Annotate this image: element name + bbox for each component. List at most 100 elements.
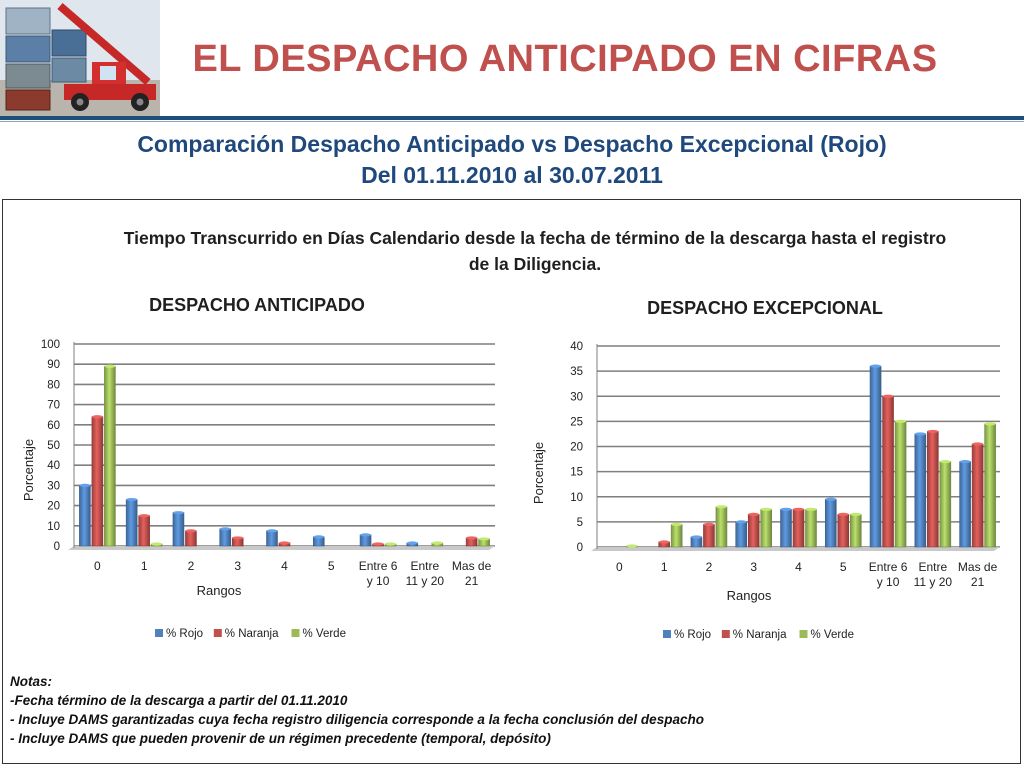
- bar-top-verde: [805, 507, 817, 511]
- bar-top-naranja: [91, 415, 103, 419]
- y-tick-label: 90: [47, 359, 60, 371]
- x-tick-label: 21: [971, 575, 985, 589]
- chart-floor: [68, 546, 495, 550]
- container-crane-icon: [0, 0, 160, 118]
- bar-rojo: [824, 498, 837, 548]
- subtitle-line-2: Del 01.11.2010 al 30.07.2011: [361, 162, 663, 188]
- x-tick-label: 4: [281, 559, 288, 573]
- y-tick-label: 10: [570, 492, 583, 504]
- x-tick-label: Entre: [918, 560, 947, 574]
- y-tick-label: 30: [47, 480, 60, 492]
- bar-top-rojo: [172, 511, 184, 515]
- x-tick-label: 21: [465, 574, 479, 588]
- bar-top-naranja: [837, 512, 849, 516]
- chart-floor: [591, 547, 1000, 551]
- legend-label-naranja: % Naranja: [733, 629, 787, 641]
- title-divider: [0, 116, 1024, 120]
- bar-verde: [939, 461, 952, 548]
- y-tick-label: 0: [54, 541, 60, 553]
- bar-top-verde: [984, 422, 996, 426]
- x-axis-title: Rangos: [727, 588, 772, 603]
- legend-label-naranja: % Naranja: [225, 628, 279, 640]
- x-tick-label: 3: [234, 559, 241, 573]
- x-tick-label: 0: [616, 560, 623, 574]
- bar-top-rojo: [914, 432, 926, 436]
- note-line-3: - Incluye DAMS que pueden provenir de un…: [10, 731, 551, 746]
- bar-verde: [760, 509, 773, 548]
- x-axis-title: Rangos: [197, 583, 242, 598]
- x-tick-label: 5: [328, 559, 335, 573]
- bar-top-verde: [104, 364, 116, 368]
- bar-naranja: [971, 443, 984, 548]
- y-tick-label: 80: [47, 379, 60, 391]
- bar-top-rojo: [780, 507, 792, 511]
- page-subtitle: Comparación Despacho Anticipado vs Despa…: [0, 129, 1024, 191]
- bar-top-verde: [626, 544, 638, 548]
- bar-rojo: [735, 521, 748, 548]
- x-tick-label: 0: [94, 559, 101, 573]
- x-tick-label: 3: [750, 560, 757, 574]
- bar-naranja: [703, 524, 715, 548]
- y-tick-label: 35: [570, 366, 583, 378]
- bar-top-rojo: [313, 535, 325, 539]
- bar-top-naranja: [138, 514, 150, 518]
- legend-swatch-naranja: [721, 630, 730, 638]
- chart-panel: [2, 199, 1021, 764]
- bar-top-verde: [895, 419, 907, 423]
- notes-heading: Notas:: [10, 674, 53, 689]
- x-tick-label: 11 y 20: [406, 574, 445, 588]
- x-tick-label: Mas de: [452, 559, 492, 573]
- y-tick-label: 40: [47, 460, 60, 472]
- bar-top-rojo: [360, 533, 372, 537]
- bar-top-naranja: [658, 540, 670, 544]
- note-line-2: - Incluye DAMS garantizadas cuya fecha r…: [10, 712, 704, 727]
- y-tick-label: 15: [570, 467, 583, 479]
- legend-swatch-naranja: [213, 629, 222, 637]
- bar-top-verde: [431, 541, 443, 545]
- bar-top-rojo: [735, 520, 747, 524]
- notes-section: Notas: -Fecha término de la descarga a p…: [10, 672, 1010, 748]
- y-tick-label: 20: [47, 501, 60, 513]
- title-divider-thin: [0, 121, 1024, 122]
- bar-verde: [715, 506, 728, 548]
- y-tick-label: 50: [47, 440, 60, 452]
- legend-label-rojo: % Rojo: [166, 628, 203, 640]
- bar-top-naranja: [279, 541, 290, 545]
- x-tick-label: 1: [661, 560, 668, 574]
- bar-top-verde: [715, 505, 727, 509]
- bar-top-verde: [671, 522, 683, 526]
- y-tick-label: 100: [41, 339, 60, 351]
- page-title: EL DESPACHO ANTICIPADO EN CIFRAS: [192, 38, 938, 80]
- y-tick-label: 70: [47, 400, 60, 412]
- x-tick-label: 1: [141, 559, 148, 573]
- bar-naranja: [747, 514, 760, 548]
- chart-title: DESPACHO EXCEPCIONAL: [647, 298, 883, 318]
- bar-rojo: [959, 461, 971, 548]
- bar-rojo: [914, 433, 927, 548]
- x-tick-label: 4: [795, 560, 802, 574]
- y-tick-label: 0: [577, 542, 583, 554]
- y-tick-label: 60: [47, 420, 60, 432]
- subtitle-line-1: Comparación Despacho Anticipado vs Despa…: [137, 131, 887, 157]
- legend-swatch-rojo: [155, 629, 163, 637]
- y-axis-title: Porcentaje: [531, 442, 546, 504]
- x-tick-label: 5: [840, 560, 847, 574]
- x-tick-label: Mas de: [958, 560, 998, 574]
- bar-top-naranja: [185, 529, 197, 533]
- legend-label-verde: % Verde: [303, 628, 346, 640]
- bar-top-verde: [939, 459, 951, 464]
- bar-top-naranja: [748, 512, 760, 516]
- x-tick-label: Entre 6: [359, 559, 398, 573]
- bar-top-rojo: [870, 364, 882, 368]
- bar-verde: [849, 514, 862, 548]
- y-tick-label: 10: [47, 521, 60, 533]
- bar-top-naranja: [372, 542, 384, 546]
- bar-naranja: [837, 514, 850, 548]
- legend-swatch-verde: [799, 630, 808, 638]
- y-tick-label: 20: [570, 442, 583, 454]
- bar-top-verde: [478, 537, 490, 541]
- bar-verde: [805, 509, 817, 548]
- panel-heading: Tiempo Transcurrido en Días Calendario d…: [70, 225, 1000, 277]
- x-tick-label: Entre: [410, 559, 439, 573]
